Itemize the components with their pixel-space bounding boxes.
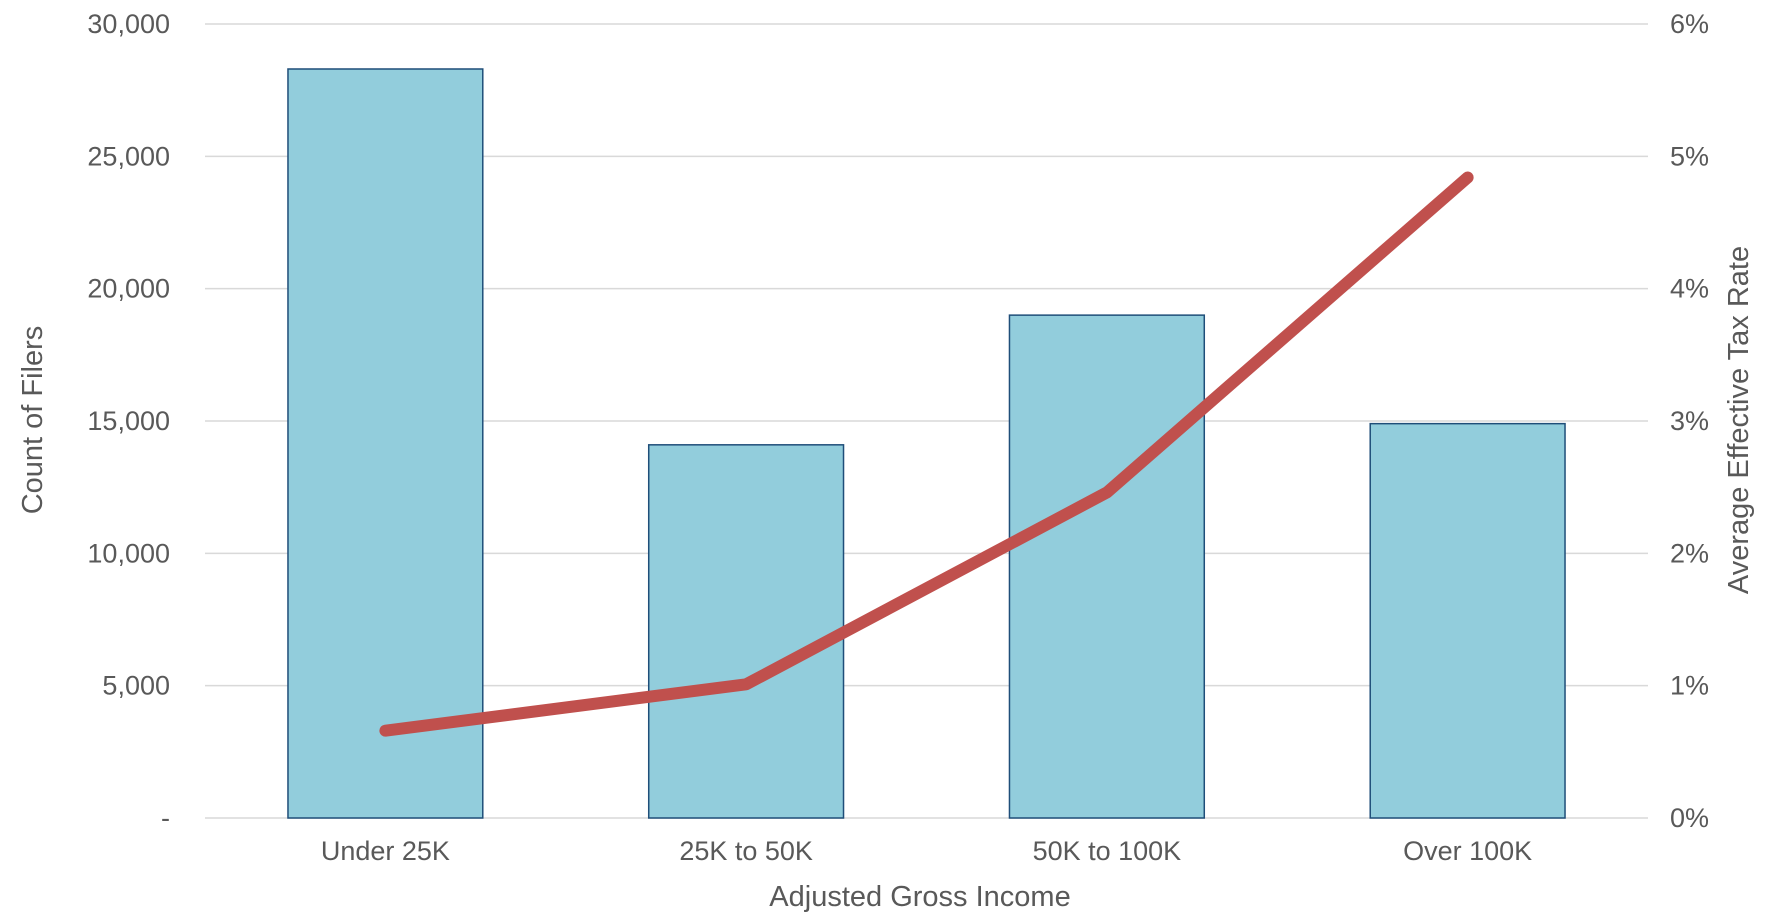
y-tick-label: 10,000 [87,538,170,568]
y-tick-label: 5,000 [102,671,170,701]
y2-tick-label: 0% [1670,803,1709,833]
y2-tick-label: 2% [1670,538,1709,568]
y2-tick-label: 3% [1670,406,1709,436]
y-tick-label: 25,000 [87,141,170,171]
y2-tick-label: 5% [1670,141,1709,171]
bar [1008,314,1206,819]
y-tick-label: 30,000 [87,9,170,39]
x-tick-label: 50K to 100K [1033,836,1182,866]
bar [647,444,845,819]
bar [1369,422,1566,819]
x-tick-label: Under 25K [321,836,450,866]
y-tick-label: - [161,803,170,833]
right-axis-ticks: 0% 1% 2% 3% 4% 5% 6% [1670,9,1709,833]
tax-rate-series-line [379,171,1474,737]
category-labels: Under 25K 25K to 50K 50K to 100K Over 100K [321,836,1532,866]
x-tick-label: 25K to 50K [679,836,813,866]
tax-rate-line [379,171,1474,737]
y2-tick-label: 4% [1670,274,1709,304]
left-axis-ticks: - 5,000 10,000 15,000 20,000 25,000 30,000 [87,9,170,833]
y2-axis-title: Average Effective Tax Rate [1723,246,1755,594]
bars [287,68,1566,819]
y-tick-label: 15,000 [87,406,170,436]
y-axis-title: Count of Filers [17,326,49,515]
x-axis-title: Adjusted Gross Income [769,881,1070,913]
bar [287,68,484,819]
y2-tick-label: 6% [1670,9,1709,39]
y2-tick-label: 1% [1670,671,1709,701]
x-tick-label: Over 100K [1403,836,1532,866]
y-tick-label: 20,000 [87,274,170,304]
